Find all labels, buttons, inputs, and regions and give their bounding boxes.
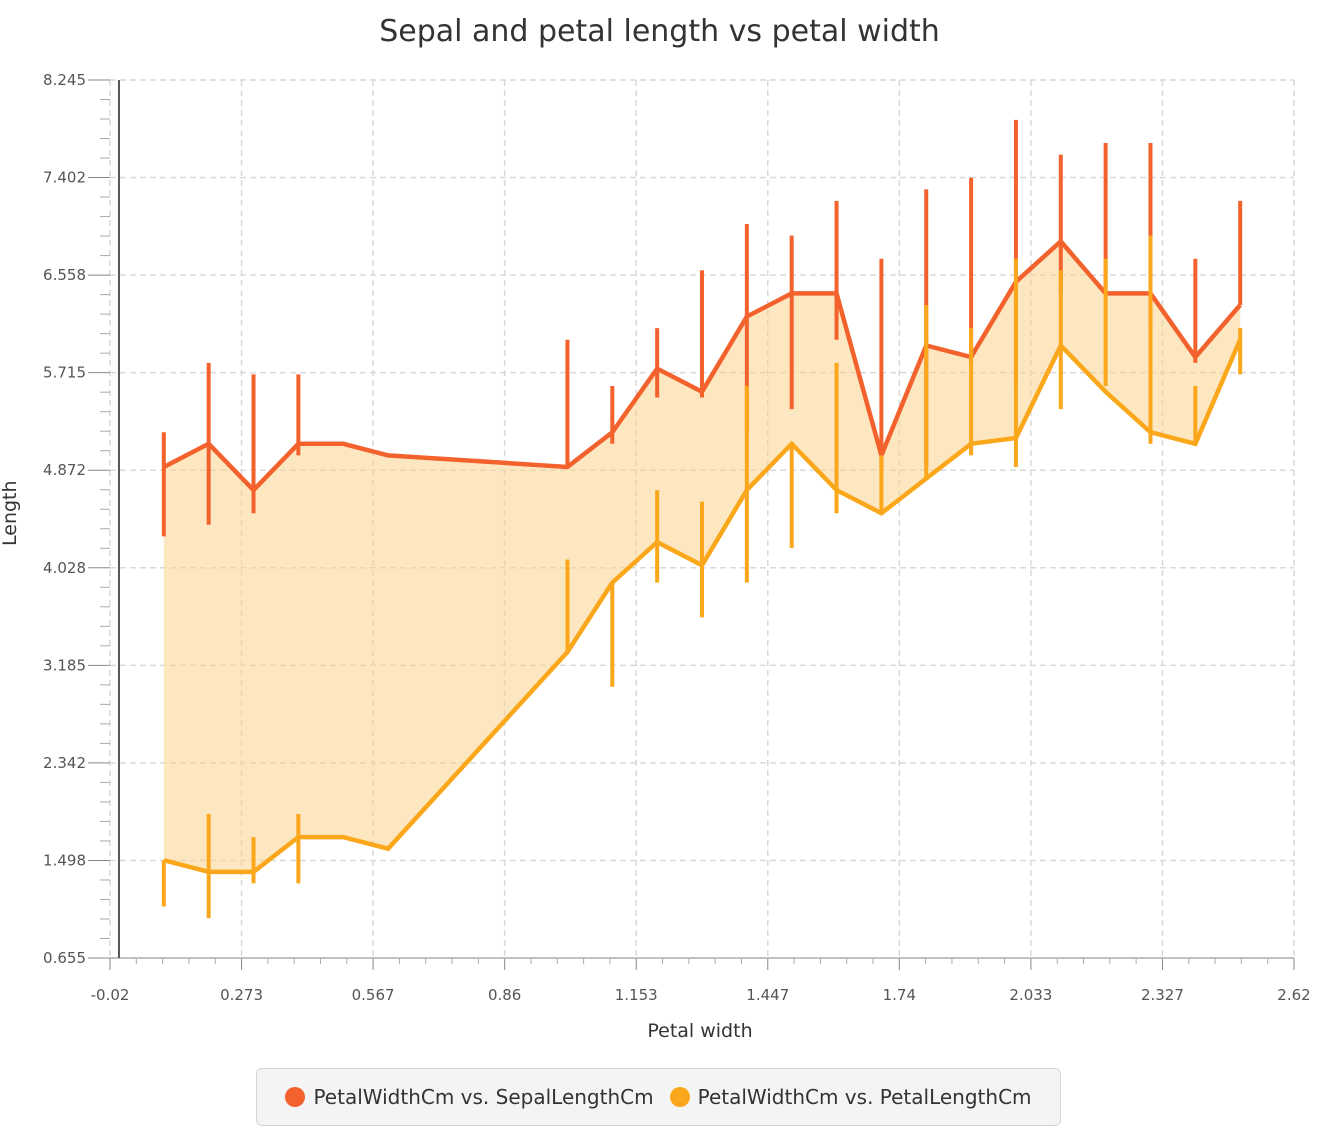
x-tick-label: 0.86	[488, 986, 521, 1004]
chart-plot: 0.655 1.498 2.342 3.185 4.028 4.872 5.715 6.558…	[43, 71, 1311, 1004]
x-tick-label: -0.02	[91, 986, 130, 1004]
x-tick-label: 0.567	[352, 986, 395, 1004]
y-axis-label: Length	[0, 480, 21, 546]
y-tick-label: 4.872	[43, 461, 86, 479]
y-tick-label: 4.028	[43, 559, 86, 577]
series-line	[162, 238, 1242, 494]
y-tick-label: 1.498	[43, 851, 86, 869]
x-tick-label: 2.033	[1009, 986, 1052, 1004]
legend-item-sepal[interactable]: PetalWidthCm vs. SepalLengthCm	[285, 1085, 654, 1109]
x-tick-label: 1.74	[883, 986, 916, 1004]
series-1	[161, 235, 1243, 919]
x-tick-label: 0.273	[220, 986, 263, 1004]
x-tick-label: 1.447	[746, 986, 789, 1004]
y-tick-label: 2.342	[43, 754, 86, 772]
x-tick-label: 2.62	[1277, 986, 1310, 1004]
y-tick-label: 7.402	[43, 169, 86, 187]
y-tick-label: 6.558	[43, 266, 86, 284]
series	[161, 119, 1243, 919]
legend-label-petal: PetalWidthCm vs. PetalLengthCm	[697, 1085, 1032, 1109]
y-tick-label: 0.655	[43, 949, 86, 967]
legend-swatch-sepal	[285, 1087, 306, 1107]
chart-title: Sepal and petal length vs petal width	[379, 14, 940, 49]
x-axis-label: Petal width	[647, 1020, 753, 1042]
series-0	[161, 119, 1243, 537]
y-tick-label: 8.245	[43, 71, 86, 89]
x-tick-label: 1.153	[615, 986, 658, 1004]
legend-label-sepal: PetalWidthCm vs. SepalLengthCm	[313, 1085, 654, 1109]
y-tick-label: 3.185	[43, 656, 86, 674]
legend: PetalWidthCm vs. SepalLengthCm PetalWidt…	[256, 1068, 1061, 1126]
series-line	[163, 338, 1243, 875]
legend-item-petal[interactable]: PetalWidthCm vs. PetalLengthCm	[669, 1085, 1032, 1109]
legend-swatch-petal	[669, 1087, 690, 1107]
axes: 0.655 1.498 2.342 3.185 4.028 4.872 5.715 6.558…	[43, 71, 1311, 1004]
y-tick-label: 5.715	[43, 364, 86, 382]
x-tick-label: 2.327	[1141, 986, 1184, 1004]
